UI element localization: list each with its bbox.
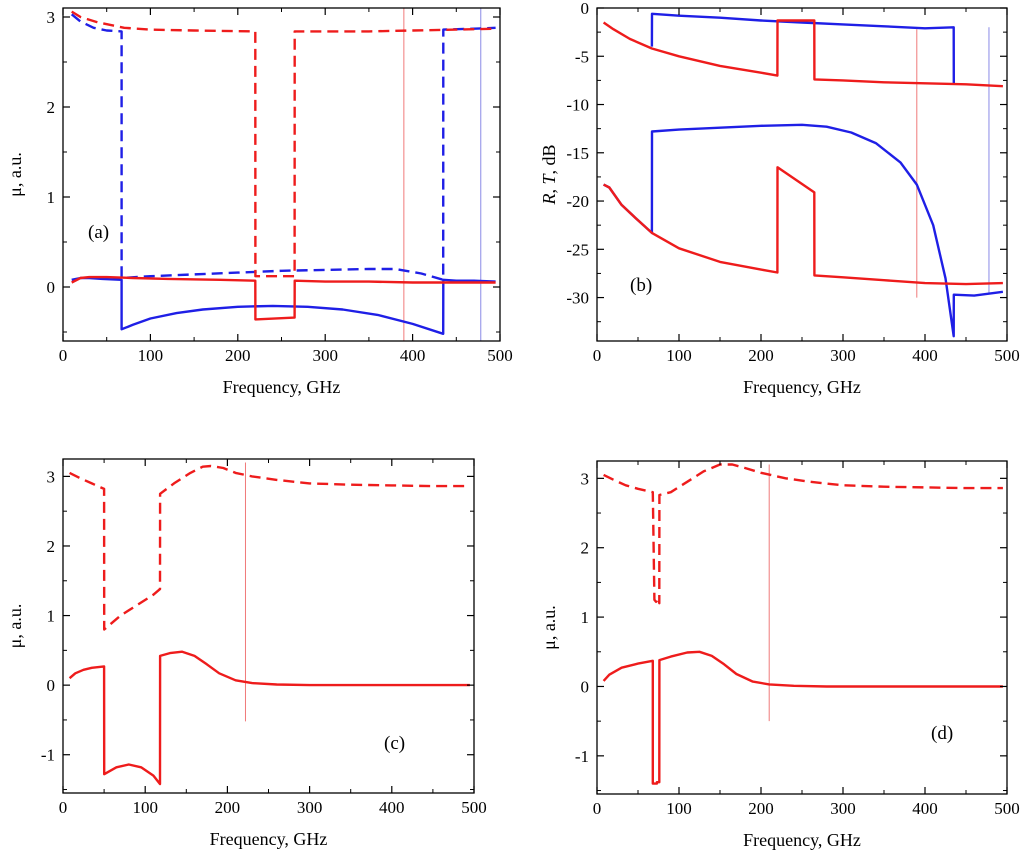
x-tick-label: 200	[225, 346, 251, 365]
x-tick-label: 200	[748, 346, 774, 365]
y-tick-label: 3	[47, 467, 56, 486]
y-tick-label: 2	[581, 539, 590, 558]
panel-label: (a)	[88, 222, 109, 243]
panel-d: 0 100 200 300 400 500 -1 0 1 2 3 Frequency, GHz μ, a…	[539, 460, 1020, 850]
series-blue-R	[650, 12, 955, 84]
x-tick-label: 300	[830, 346, 856, 365]
y-axis-title-part: , dB	[539, 144, 559, 174]
y-tick-label: -25	[566, 240, 589, 259]
x-tick-label: 500	[461, 798, 487, 817]
series-red-T	[603, 166, 1003, 286]
series-blue-solid	[71, 276, 496, 335]
y-tick-label: 3	[47, 8, 56, 27]
x-tick-label: 500	[487, 346, 513, 365]
panel-b: 0 100 200 300 400 500 0 -5 -10 -15 -20 -25 -30 Freque…	[539, 0, 1020, 397]
x-axis-title: Frequency, GHz	[743, 377, 861, 397]
series-group	[602, 12, 1004, 338]
x-tick-label: 100	[132, 798, 158, 817]
x-tick-label: 100	[666, 346, 692, 365]
y-axis-title-part: ,	[539, 185, 559, 194]
x-tick-label: 100	[666, 799, 692, 818]
series-blue-T	[603, 123, 1004, 338]
y-tick-label: -1	[575, 747, 589, 766]
series-red-R	[602, 19, 1003, 88]
x-tick-label: 400	[379, 798, 405, 817]
series-red-dashed	[71, 10, 496, 278]
y-axis-title: R, T, dB	[539, 144, 559, 205]
series-red-solid	[71, 275, 496, 321]
y-tick-label: -10	[566, 96, 589, 115]
x-tick-label: 300	[312, 346, 338, 365]
series-red-solid	[602, 650, 1003, 785]
y-axis-title: μ, a.u.	[539, 605, 559, 650]
y-tick-label: -1	[41, 746, 55, 765]
series-group	[602, 463, 1003, 785]
y-tick-label: 0	[47, 278, 56, 297]
series-blue-dashed	[70, 13, 496, 281]
x-tick-label: 500	[994, 799, 1020, 818]
x-tick-label: 0	[593, 346, 602, 365]
series-red-solid	[68, 650, 470, 786]
series-red-dashed	[69, 464, 470, 631]
panel-label: (d)	[931, 723, 953, 744]
x-tick-label: 0	[593, 799, 602, 818]
y-tick-label: -30	[566, 289, 589, 308]
x-axis-title: Frequency, GHz	[210, 829, 328, 849]
y-tick-label: -15	[566, 144, 589, 163]
panel-c: 0 100 200 300 400 500 -1 0 1 2 3 Frequency, GHz μ, a…	[5, 458, 487, 849]
y-tick-label: 3	[581, 469, 590, 488]
series-group	[68, 464, 470, 786]
series-red-dashed	[603, 463, 1003, 605]
y-tick-label: 1	[47, 188, 56, 207]
x-tick-label: 200	[748, 799, 774, 818]
x-tick-label: 300	[297, 798, 323, 817]
axes-frame	[62, 7, 501, 342]
x-tick-label: 400	[400, 346, 426, 365]
x-tick-label: 0	[59, 346, 68, 365]
x-tick-label: 500	[994, 346, 1020, 365]
axes-frame	[62, 458, 475, 794]
y-tick-label: 0	[581, 0, 590, 18]
y-axis-title-part: R	[539, 194, 559, 206]
y-tick-label: 2	[47, 98, 56, 117]
x-axis-title: Frequency, GHz	[743, 830, 861, 850]
panel-label: (b)	[630, 275, 652, 296]
y-tick-label: 1	[581, 608, 590, 627]
panel-a: 0 100 200 300 400 500 0 1 2 3 Frequency, GHz μ, a.u…	[5, 7, 513, 397]
x-tick-label: 400	[912, 346, 938, 365]
y-axis-title: μ, a.u.	[5, 152, 25, 197]
x-tick-label: 0	[59, 798, 68, 817]
x-tick-label: 100	[138, 346, 164, 365]
axes-frame	[596, 7, 1008, 342]
y-tick-label: -20	[566, 192, 589, 211]
y-tick-label: 1	[47, 607, 56, 626]
y-tick-label: -5	[575, 47, 589, 66]
x-tick-label: 300	[830, 799, 856, 818]
series-group	[70, 10, 496, 335]
y-tick-label: 0	[47, 676, 56, 695]
y-axis-title: μ, a.u.	[5, 604, 25, 649]
y-tick-label: 0	[581, 677, 590, 696]
y-axis-title-part: T	[539, 173, 559, 185]
panel-label: (c)	[384, 733, 405, 754]
x-tick-label: 200	[215, 798, 241, 817]
y-tick-label: 2	[47, 537, 56, 556]
x-axis-title: Frequency, GHz	[223, 377, 341, 397]
x-tick-label: 400	[912, 799, 938, 818]
